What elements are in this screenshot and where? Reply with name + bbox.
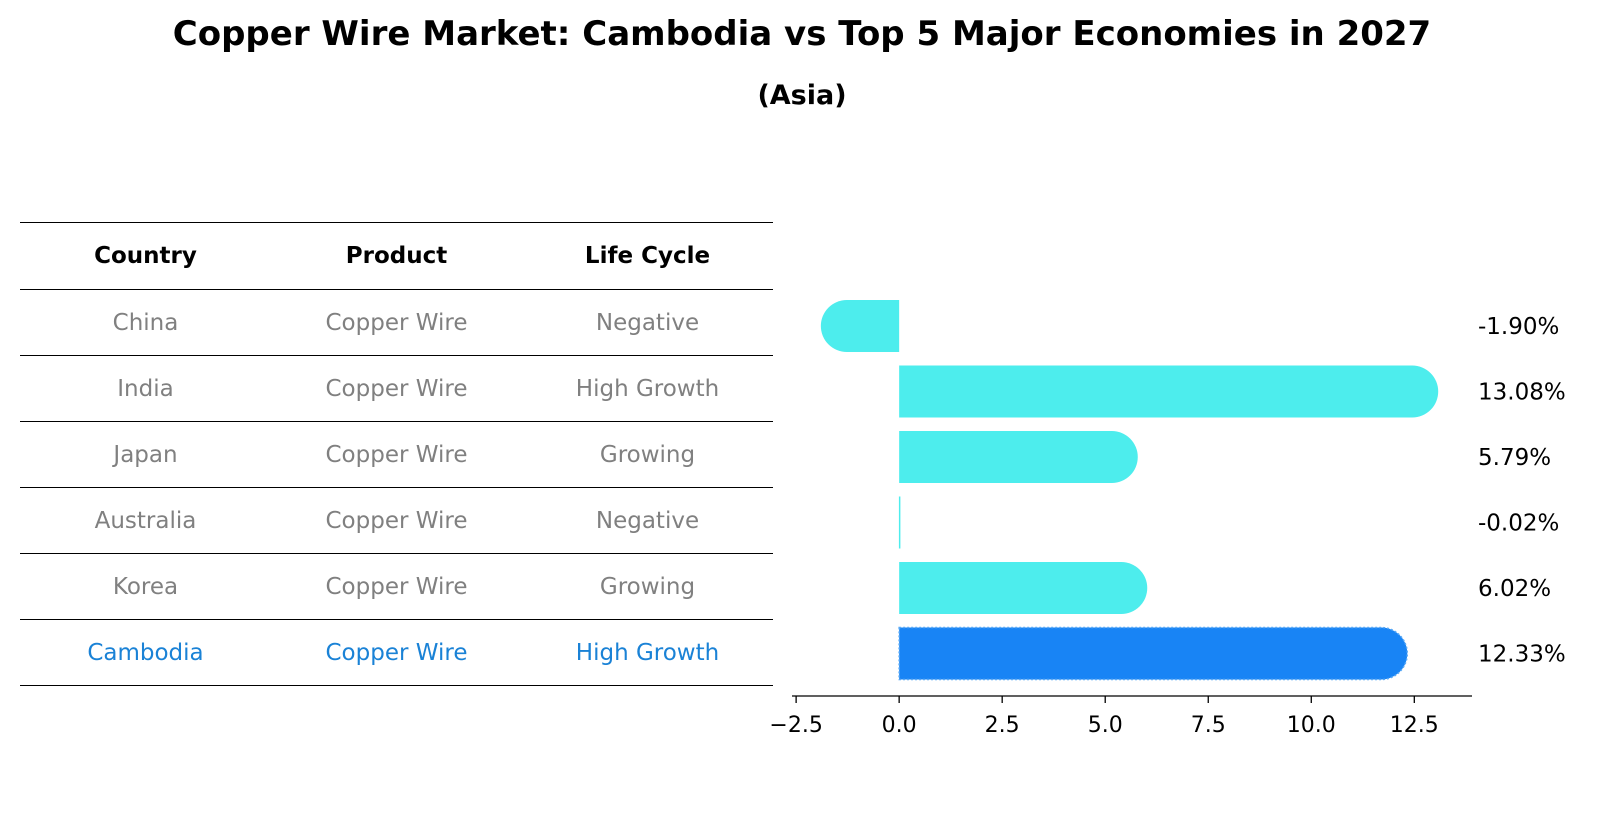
cell-country: Cambodia	[87, 639, 204, 666]
bar-korea	[899, 562, 1148, 614]
value-label: 13.08%	[1478, 380, 1566, 406]
cell-life-cycle: Negative	[595, 507, 700, 534]
cell-product: Copper Wire	[325, 441, 468, 468]
x-tick-label: 10.0	[1287, 713, 1336, 738]
x-tick-label: 0.0	[882, 713, 917, 738]
bar-cambodia	[898, 626, 1409, 681]
chart-title: Copper Wire Market: Cambodia vs Top 5 Ma…	[172, 14, 1432, 54]
cell-life-cycle: High Growth	[575, 639, 720, 666]
header-life-cycle: Life Cycle	[584, 243, 711, 269]
cell-product: Copper Wire	[325, 639, 468, 666]
x-tick-label: −2.5	[769, 713, 822, 738]
x-tick-label: 5.0	[1088, 713, 1123, 738]
chart-subtitle: (Asia)	[757, 80, 847, 111]
bar-japan	[899, 431, 1138, 483]
table-row: Australia Copper Wire Negative	[20, 488, 773, 554]
cell-life-cycle: Negative	[595, 309, 700, 336]
cell-product: Copper Wire	[325, 375, 468, 402]
value-label: -0.02%	[1478, 511, 1559, 537]
value-label: 6.02%	[1478, 576, 1551, 602]
bar-china	[820, 300, 900, 352]
table-row: India Copper Wire High Growth	[20, 356, 773, 422]
bar-india	[899, 365, 1439, 418]
value-label: 5.79%	[1478, 445, 1551, 471]
cell-life-cycle: Growing	[599, 573, 696, 600]
cell-country: India	[117, 375, 174, 402]
value-label: 12.33%	[1478, 642, 1566, 668]
cell-product: Copper Wire	[325, 573, 468, 600]
cell-country: Australia	[94, 507, 197, 534]
cell-country: China	[112, 309, 179, 336]
table-row: China Copper Wire Negative	[20, 290, 773, 356]
x-tick-label: 7.5	[1191, 713, 1226, 738]
table-header-row: Country Product Life Cycle	[20, 222, 773, 290]
cell-country: Korea	[112, 573, 179, 600]
cell-life-cycle: High Growth	[575, 375, 720, 402]
value-label: -1.90%	[1478, 314, 1559, 340]
header-product: Product	[345, 243, 448, 269]
cell-country: Japan	[113, 441, 178, 468]
table-row-highlighted: Cambodia Copper Wire High Growth	[20, 620, 773, 686]
table-row: Korea Copper Wire Growing	[20, 554, 773, 620]
cell-life-cycle: Growing	[599, 441, 696, 468]
header-country: Country	[94, 243, 197, 269]
x-tick-label: 12.5	[1390, 713, 1439, 738]
cell-product: Copper Wire	[325, 309, 468, 336]
comparison-table: Country Product Life Cycle China Copper …	[20, 222, 773, 686]
cell-product: Copper Wire	[325, 507, 468, 534]
x-tick-label: 2.5	[985, 713, 1020, 738]
table-row: Japan Copper Wire Growing	[20, 422, 773, 488]
